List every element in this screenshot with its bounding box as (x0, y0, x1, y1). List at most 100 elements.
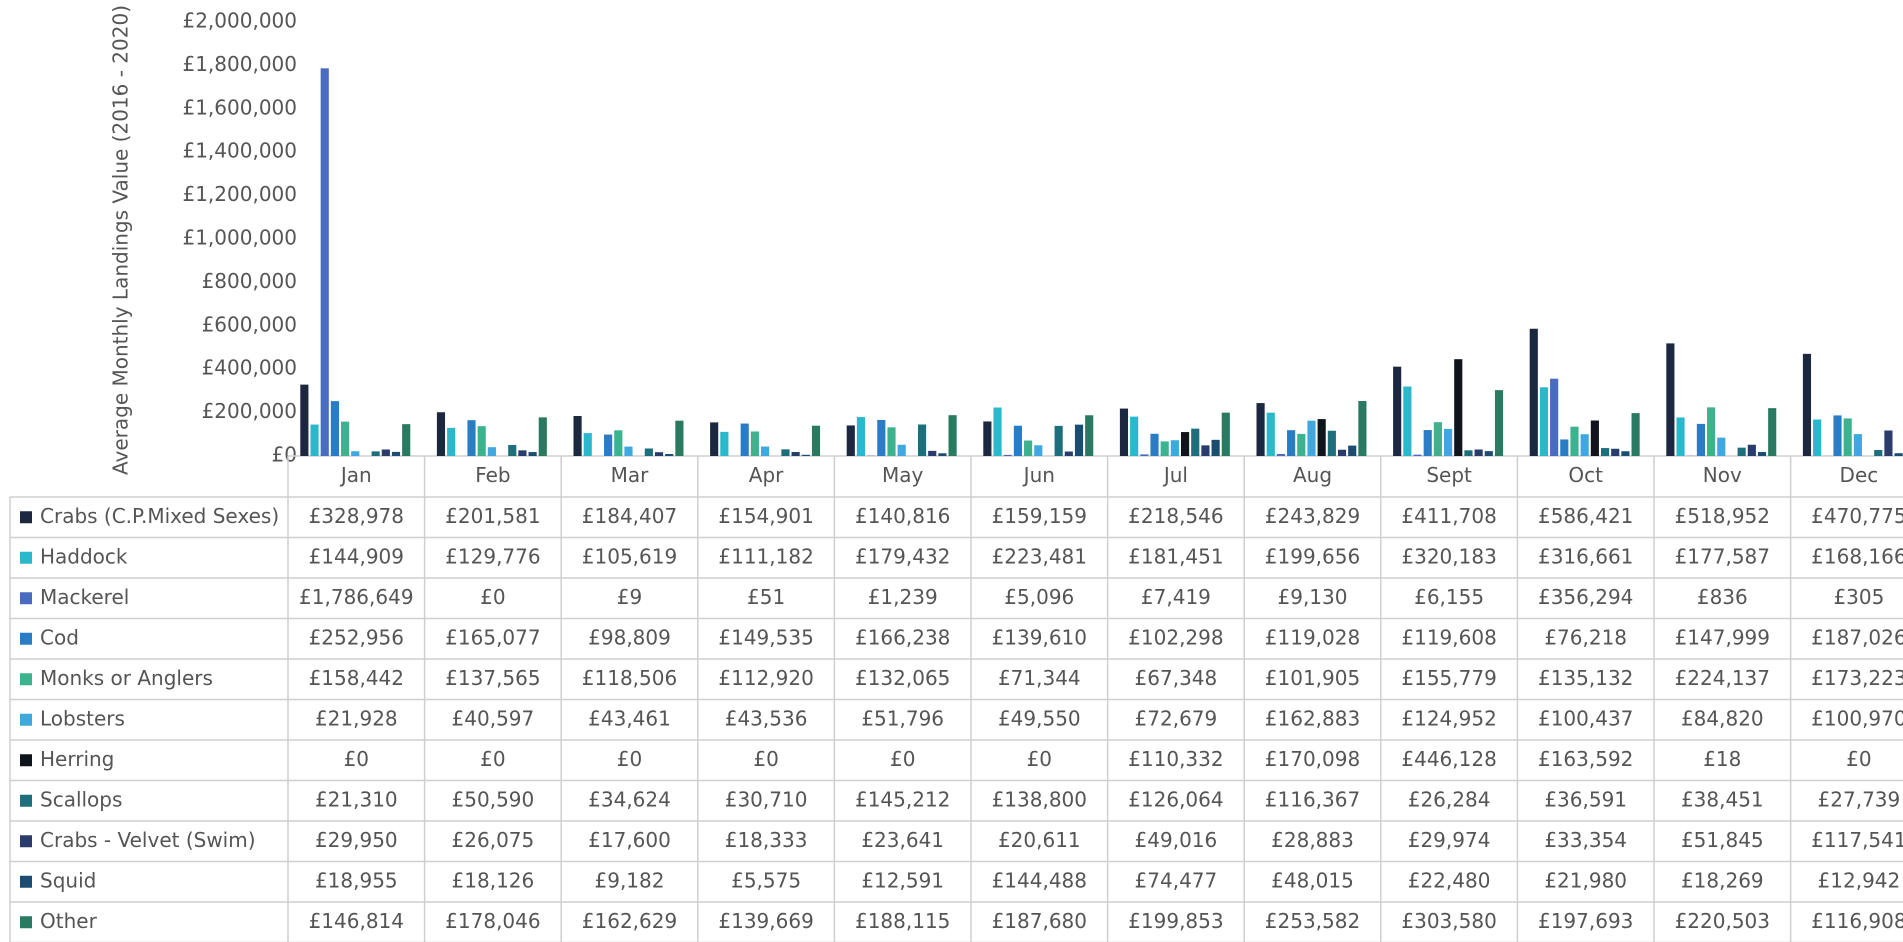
bar (644, 448, 653, 456)
table-cell: £162,629 (582, 909, 677, 933)
bar (1737, 447, 1746, 456)
table-cell: £26,075 (452, 828, 535, 852)
bar (1266, 412, 1275, 456)
legend-swatch (20, 794, 32, 807)
table-cell: £26,284 (1408, 787, 1491, 811)
bar (1454, 359, 1463, 456)
table-cell: £12,591 (861, 868, 944, 892)
table-cell: £21,928 (315, 706, 398, 730)
table-cell: £0 (344, 747, 369, 771)
table-cell: £67,348 (1135, 666, 1218, 690)
table-cell: £178,046 (445, 909, 540, 933)
bar (1621, 451, 1630, 456)
table-cell: £187,680 (992, 909, 1087, 933)
bar (1221, 412, 1230, 456)
bar (1024, 440, 1033, 456)
table-cell: £9,182 (595, 868, 665, 892)
table-cell: £5,575 (731, 868, 801, 892)
table-cell: £168,166 (1811, 544, 1903, 568)
bar (1413, 454, 1422, 456)
table-cell: £1,239 (868, 585, 938, 609)
table-cell: £586,421 (1538, 504, 1633, 528)
bar (1676, 417, 1685, 456)
table-cell: £0 (1027, 747, 1052, 771)
bar (310, 424, 319, 456)
table-cell: £100,970 (1811, 706, 1903, 730)
x-tick-label: May (882, 463, 924, 487)
bar (1297, 433, 1306, 456)
legend-swatch (20, 551, 32, 564)
bar (1201, 445, 1210, 456)
bar (402, 424, 411, 456)
table-cell: £188,115 (855, 909, 950, 933)
x-tick-label: Apr (749, 463, 784, 487)
table-cell: £34,624 (588, 787, 671, 811)
bar (1150, 433, 1159, 456)
table-cell: £145,212 (855, 787, 950, 811)
bar (877, 419, 886, 456)
x-tick-label: Jan (339, 463, 372, 487)
table-cell: £197,693 (1538, 909, 1633, 933)
bar (1768, 408, 1777, 456)
table-cell: £184,407 (582, 504, 677, 528)
table-cell: £118,506 (582, 666, 677, 690)
legend-swatch (20, 754, 32, 767)
bar (740, 423, 749, 456)
table-cell: £33,354 (1544, 828, 1627, 852)
bar (330, 401, 339, 456)
bar (1317, 419, 1326, 456)
table-cell: £170,098 (1265, 747, 1360, 771)
bar (1580, 434, 1589, 456)
table-cell: £303,580 (1401, 909, 1496, 933)
table-cell: £43,536 (725, 706, 808, 730)
table-cell: £5,096 (1004, 585, 1074, 609)
bar (1853, 434, 1862, 456)
table-cell: £112,920 (718, 666, 813, 690)
bar (1894, 453, 1903, 456)
y-tick-label: £1,600,000 (182, 95, 297, 119)
legend-label: Monks or Anglers (40, 666, 213, 690)
table-cell: £100,437 (1538, 706, 1633, 730)
bar (341, 421, 350, 456)
x-tick-label: Nov (1703, 463, 1742, 487)
table-cell: £18,333 (725, 828, 808, 852)
table-cell: £71,344 (998, 666, 1081, 690)
table-cell: £117,541 (1811, 828, 1903, 852)
bar (1358, 400, 1367, 456)
table-cell: £18 (1703, 747, 1741, 771)
table-cell: £27,739 (1818, 787, 1901, 811)
table-cell: £116,367 (1265, 787, 1360, 811)
legend-label: Squid (40, 868, 96, 892)
x-tick-label: Jul (1162, 463, 1188, 487)
bar (1211, 439, 1220, 456)
table-cell: £243,829 (1265, 504, 1360, 528)
table-cell: £119,028 (1265, 625, 1360, 649)
bar (1170, 440, 1179, 456)
bar (654, 452, 664, 456)
table-cell: £163,592 (1538, 747, 1633, 771)
table-cell: £21,310 (315, 787, 398, 811)
bar (897, 444, 906, 456)
table-cell: £155,779 (1401, 666, 1496, 690)
bar (487, 447, 496, 456)
bar (1529, 328, 1538, 456)
bar (1570, 426, 1579, 456)
table-cell: £181,451 (1128, 544, 1223, 568)
bar (1276, 454, 1286, 456)
bar (624, 446, 633, 456)
bar (1393, 366, 1402, 456)
y-tick-label: £200,000 (202, 399, 297, 423)
bar (710, 422, 719, 456)
bar (761, 446, 770, 456)
table-cell: £0 (1846, 747, 1871, 771)
table-cell: £356,294 (1538, 585, 1633, 609)
bar (604, 434, 613, 456)
x-tick-label: Feb (475, 463, 510, 487)
table-cell: £48,015 (1271, 868, 1354, 892)
table-cell: £18,269 (1681, 868, 1764, 892)
bar (381, 449, 390, 456)
y-tick-label: £1,000,000 (182, 226, 297, 250)
table-cell: £12,942 (1818, 868, 1901, 892)
bar (948, 415, 957, 456)
y-tick-label: £1,200,000 (182, 182, 297, 206)
